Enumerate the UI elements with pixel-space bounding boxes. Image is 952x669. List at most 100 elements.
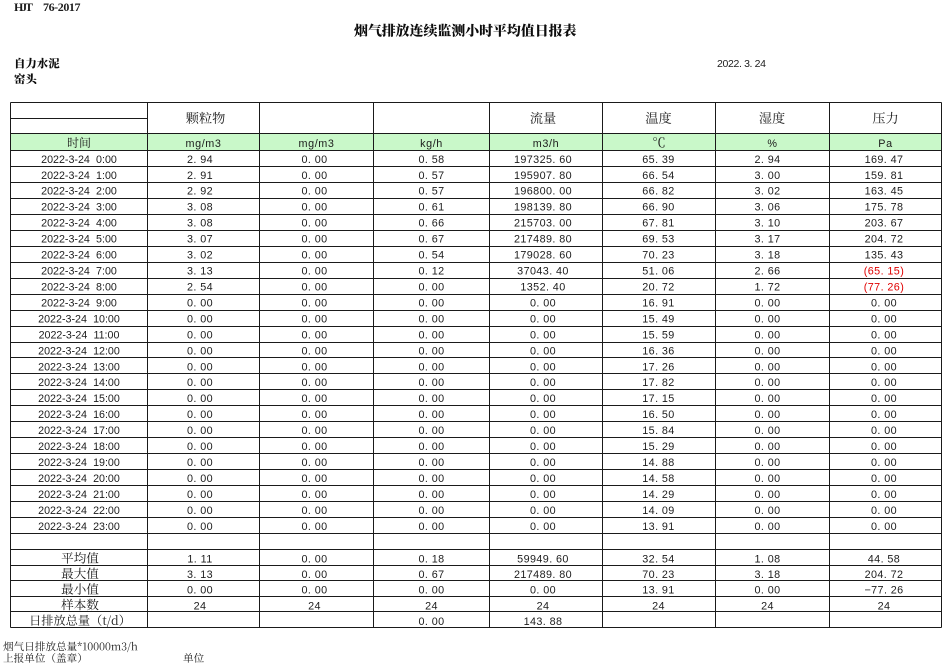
svg-text:0. 00: 0. 00 bbox=[301, 234, 327, 246]
svg-text:14. 88: 14. 88 bbox=[642, 457, 674, 469]
svg-text:Pa: Pa bbox=[878, 138, 892, 150]
svg-text:0. 00: 0. 00 bbox=[187, 313, 213, 325]
svg-text:0. 54: 0. 54 bbox=[418, 250, 444, 262]
svg-text:%: % bbox=[767, 138, 777, 150]
svg-text:0. 00: 0. 00 bbox=[301, 329, 327, 341]
svg-text:0. 00: 0. 00 bbox=[871, 457, 897, 469]
svg-text:0. 00: 0. 00 bbox=[871, 377, 897, 389]
svg-text:2. 66: 2. 66 bbox=[754, 266, 780, 278]
svg-text:0. 00: 0. 00 bbox=[301, 505, 327, 517]
svg-text:204. 72: 204. 72 bbox=[865, 234, 904, 246]
svg-text:2. 94: 2. 94 bbox=[187, 154, 213, 166]
svg-text:1. 08: 1. 08 bbox=[754, 554, 780, 566]
svg-text:0. 00: 0. 00 bbox=[530, 585, 556, 597]
svg-text:0. 00: 0. 00 bbox=[187, 521, 213, 533]
svg-text:0. 66: 0. 66 bbox=[418, 218, 444, 230]
svg-text:(65. 15): (65. 15) bbox=[864, 266, 904, 278]
svg-text:0. 00: 0. 00 bbox=[871, 489, 897, 501]
svg-text:0. 00: 0. 00 bbox=[418, 329, 444, 341]
svg-text:3. 07: 3. 07 bbox=[187, 234, 213, 246]
svg-text:0. 00: 0. 00 bbox=[301, 218, 327, 230]
svg-text:24: 24 bbox=[425, 600, 438, 612]
svg-text:2. 54: 2. 54 bbox=[187, 281, 213, 293]
svg-text:0. 00: 0. 00 bbox=[301, 377, 327, 389]
svg-text:70. 23: 70. 23 bbox=[642, 569, 674, 581]
svg-text:0. 12: 0. 12 bbox=[418, 266, 444, 278]
svg-text:24: 24 bbox=[652, 600, 665, 612]
svg-text:mg/m3: mg/m3 bbox=[299, 138, 335, 150]
svg-text:66. 90: 66. 90 bbox=[642, 202, 674, 214]
svg-text:0. 00: 0. 00 bbox=[754, 313, 780, 325]
svg-text:135. 43: 135. 43 bbox=[865, 250, 904, 262]
svg-text:143. 88: 143. 88 bbox=[524, 616, 563, 628]
svg-text:0. 00: 0. 00 bbox=[187, 345, 213, 357]
svg-text:0. 00: 0. 00 bbox=[418, 425, 444, 437]
svg-text:0. 00: 0. 00 bbox=[754, 393, 780, 405]
svg-text:0. 00: 0. 00 bbox=[871, 393, 897, 405]
svg-text:2022-3-24 2:00: 2022-3-24 2:00 bbox=[41, 186, 117, 198]
svg-text:0. 00: 0. 00 bbox=[187, 505, 213, 517]
svg-text:0. 18: 0. 18 bbox=[418, 554, 444, 566]
svg-text:0. 00: 0. 00 bbox=[187, 409, 213, 421]
svg-text:215703. 00: 215703. 00 bbox=[514, 218, 572, 230]
svg-text:2022-3-24 5:00: 2022-3-24 5:00 bbox=[41, 234, 117, 246]
svg-text:13. 91: 13. 91 bbox=[642, 585, 674, 597]
svg-text:0. 00: 0. 00 bbox=[754, 585, 780, 597]
svg-text:16. 50: 16. 50 bbox=[642, 409, 674, 421]
svg-text:−77. 26: −77. 26 bbox=[864, 585, 903, 597]
svg-text:24: 24 bbox=[537, 600, 550, 612]
svg-text:m3/h: m3/h bbox=[533, 138, 559, 150]
svg-text:2022-3-24 8:00: 2022-3-24 8:00 bbox=[41, 281, 117, 293]
svg-text:0. 00: 0. 00 bbox=[187, 393, 213, 405]
svg-text:2022-3-24 22:00: 2022-3-24 22:00 bbox=[38, 505, 120, 517]
svg-text:0. 00: 0. 00 bbox=[301, 457, 327, 469]
svg-text:2022-3-24 20:00: 2022-3-24 20:00 bbox=[38, 473, 120, 485]
svg-text:203. 67: 203. 67 bbox=[865, 218, 904, 230]
svg-text:0. 00: 0. 00 bbox=[301, 409, 327, 421]
svg-text:0. 00: 0. 00 bbox=[301, 154, 327, 166]
svg-text:32. 54: 32. 54 bbox=[642, 554, 674, 566]
svg-text:14. 58: 14. 58 bbox=[642, 473, 674, 485]
svg-text:0. 00: 0. 00 bbox=[871, 361, 897, 373]
svg-text:0. 00: 0. 00 bbox=[418, 489, 444, 501]
svg-text:0. 00: 0. 00 bbox=[301, 345, 327, 357]
svg-text:217489. 80: 217489. 80 bbox=[514, 569, 572, 581]
svg-text:2022-3-24 17:00: 2022-3-24 17:00 bbox=[38, 425, 120, 437]
svg-text:0. 00: 0. 00 bbox=[301, 393, 327, 405]
svg-text:44. 58: 44. 58 bbox=[868, 554, 900, 566]
svg-text:0. 00: 0. 00 bbox=[418, 441, 444, 453]
svg-text:0. 00: 0. 00 bbox=[754, 409, 780, 421]
svg-text:0. 00: 0. 00 bbox=[871, 521, 897, 533]
svg-text:13. 91: 13. 91 bbox=[642, 521, 674, 533]
svg-text:2022-3-24 15:00: 2022-3-24 15:00 bbox=[38, 393, 120, 405]
svg-text:0. 00: 0. 00 bbox=[187, 425, 213, 437]
svg-text:217489. 80: 217489. 80 bbox=[514, 234, 572, 246]
svg-text:24: 24 bbox=[761, 600, 774, 612]
svg-text:0. 00: 0. 00 bbox=[418, 377, 444, 389]
svg-text:1352. 40: 1352. 40 bbox=[520, 281, 565, 293]
svg-text:HJT: HJT bbox=[14, 0, 33, 14]
svg-text:2022-3-24 1:00: 2022-3-24 1:00 bbox=[41, 170, 117, 182]
svg-text:24: 24 bbox=[194, 600, 207, 612]
svg-text:0. 00: 0. 00 bbox=[754, 297, 780, 309]
svg-text:0. 00: 0. 00 bbox=[530, 441, 556, 453]
svg-text:2022-3-24 18:00: 2022-3-24 18:00 bbox=[38, 441, 120, 453]
svg-text:2022-3-24 10:00: 2022-3-24 10:00 bbox=[38, 313, 120, 325]
svg-text:179028. 60: 179028. 60 bbox=[514, 250, 572, 262]
svg-text:0. 00: 0. 00 bbox=[418, 345, 444, 357]
svg-text:2022-3-24 12:00: 2022-3-24 12:00 bbox=[38, 345, 120, 357]
svg-text:0. 00: 0. 00 bbox=[530, 425, 556, 437]
svg-text:kg/h: kg/h bbox=[420, 138, 443, 150]
svg-text:0. 00: 0. 00 bbox=[754, 425, 780, 437]
svg-text:0. 00: 0. 00 bbox=[301, 554, 327, 566]
svg-text:3. 18: 3. 18 bbox=[754, 569, 780, 581]
svg-text:2022-3-24 16:00: 2022-3-24 16:00 bbox=[38, 409, 120, 421]
svg-text:196800. 00: 196800. 00 bbox=[514, 186, 572, 198]
svg-text:0. 00: 0. 00 bbox=[871, 441, 897, 453]
svg-text:3. 02: 3. 02 bbox=[187, 250, 213, 262]
svg-text:0. 00: 0. 00 bbox=[418, 361, 444, 373]
svg-text:15. 84: 15. 84 bbox=[642, 425, 674, 437]
svg-text:3. 08: 3. 08 bbox=[187, 202, 213, 214]
svg-text:1. 11: 1. 11 bbox=[187, 554, 212, 566]
svg-text:66. 54: 66. 54 bbox=[642, 170, 674, 182]
